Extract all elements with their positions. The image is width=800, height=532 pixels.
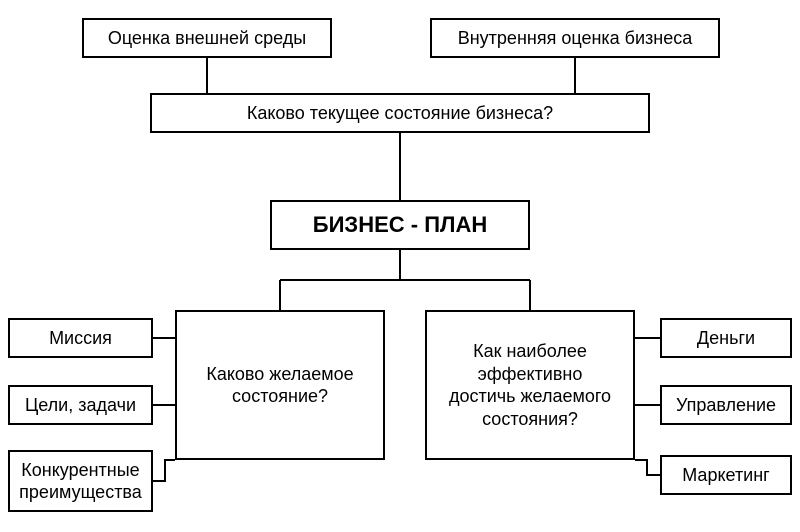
node-n_desired: Каково желаемое состояние? <box>175 310 385 460</box>
node-n_manage: Управление <box>660 385 792 425</box>
edge-6 <box>153 460 175 481</box>
edge-3 <box>280 250 530 310</box>
node-n_plan: БИЗНЕС - ПЛАН <box>270 200 530 250</box>
node-n_ext: Оценка внешней среды <box>82 18 332 58</box>
node-n_int: Внутренняя оценка бизнеса <box>430 18 720 58</box>
node-n_comp: Конкурентные преимущества <box>8 450 153 512</box>
node-n_how: Как наиболее эффективно достичь желаемог… <box>425 310 635 460</box>
node-n_cur: Каково текущее состояние бизнеса? <box>150 93 650 133</box>
edge-9 <box>635 460 660 475</box>
node-n_mission: Миссия <box>8 318 153 358</box>
node-n_market: Маркетинг <box>660 455 792 495</box>
flowchart-canvas: Оценка внешней среды Внутренняя оценка би… <box>0 0 800 532</box>
node-n_goals: Цели, задачи <box>8 385 153 425</box>
node-n_money: Деньги <box>660 318 792 358</box>
